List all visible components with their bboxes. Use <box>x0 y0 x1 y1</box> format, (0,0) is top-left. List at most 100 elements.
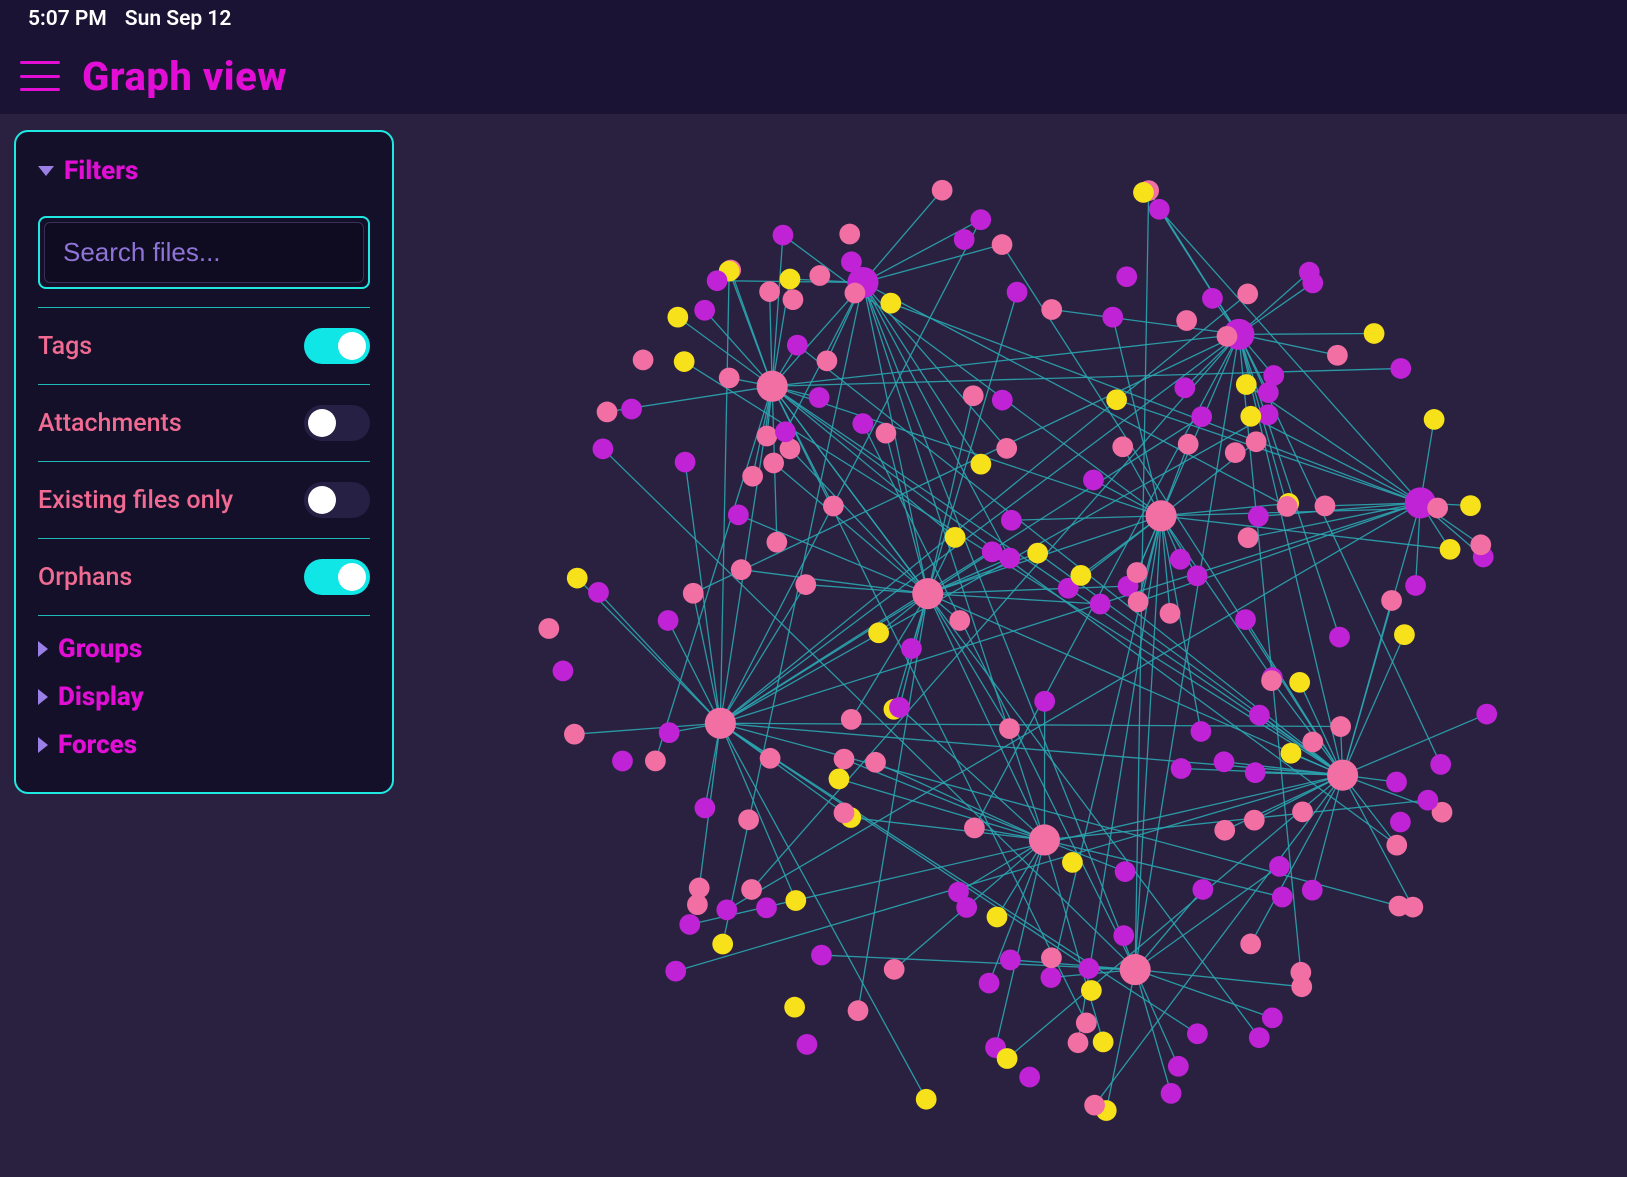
graph-node[interactable] <box>1187 565 1208 586</box>
menu-icon[interactable] <box>20 61 60 91</box>
graph-node[interactable] <box>1390 358 1411 379</box>
graph-node[interactable] <box>780 269 801 290</box>
graph-node[interactable] <box>1244 810 1265 831</box>
graph-node[interactable] <box>992 390 1013 411</box>
graph-node[interactable] <box>564 724 585 745</box>
graph-hub-node[interactable] <box>912 578 943 609</box>
graph-node[interactable] <box>658 610 679 631</box>
graph-node[interactable] <box>695 798 716 819</box>
graph-node[interactable] <box>1041 947 1062 968</box>
graph-node[interactable] <box>665 961 686 982</box>
graph-node[interactable] <box>1248 506 1269 527</box>
graph-node[interactable] <box>876 423 897 444</box>
graph-node[interactable] <box>834 802 855 823</box>
graph-node[interactable] <box>848 1000 869 1021</box>
graph-node[interactable] <box>760 748 781 769</box>
graph-node[interactable] <box>884 959 905 980</box>
graph-node[interactable] <box>1171 758 1192 779</box>
graph-node[interactable] <box>1424 409 1445 430</box>
graph-node[interactable] <box>999 718 1020 739</box>
graph-node[interactable] <box>538 618 559 639</box>
graph-node[interactable] <box>1240 934 1261 955</box>
graph-node[interactable] <box>823 496 844 517</box>
graph-node[interactable] <box>1292 801 1313 822</box>
graph-node[interactable] <box>1390 812 1411 833</box>
graph-svg[interactable] <box>410 114 1627 1177</box>
graph-node[interactable] <box>901 638 922 659</box>
graph-node[interactable] <box>1041 299 1062 320</box>
graph-node[interactable] <box>996 438 1017 459</box>
toggle-attachments[interactable] <box>304 405 370 441</box>
graph-node[interactable] <box>1330 716 1351 737</box>
graph-node[interactable] <box>1106 389 1127 410</box>
graph-node[interactable] <box>1235 609 1256 630</box>
graph-node[interactable] <box>1019 1067 1040 1088</box>
graph-node[interactable] <box>1476 704 1497 725</box>
graph-node[interactable] <box>811 945 832 966</box>
graph-node[interactable] <box>1386 835 1407 856</box>
graph-node[interactable] <box>694 300 715 321</box>
graph-node[interactable] <box>1470 534 1491 555</box>
graph-node[interactable] <box>1389 896 1410 917</box>
graph-node[interactable] <box>987 907 1008 928</box>
graph-node[interactable] <box>785 890 806 911</box>
graph-node[interactable] <box>1192 879 1213 900</box>
graph-node[interactable] <box>763 453 784 474</box>
graph-node[interactable] <box>1178 434 1199 455</box>
graph-node[interactable] <box>787 335 808 356</box>
graph-node[interactable] <box>1176 310 1197 331</box>
graph-node[interactable] <box>1302 273 1323 294</box>
graph-node[interactable] <box>683 583 704 604</box>
graph-node[interactable] <box>659 722 680 743</box>
graph-node[interactable] <box>809 265 830 286</box>
graph-node[interactable] <box>1079 958 1100 979</box>
graph-node[interactable] <box>728 504 749 525</box>
graph-hub-node[interactable] <box>757 371 788 402</box>
graph-node[interactable] <box>1041 967 1062 988</box>
toggle-existing[interactable] <box>304 482 370 518</box>
graph-node[interactable] <box>945 527 966 548</box>
graph-hub-node[interactable] <box>1146 500 1177 531</box>
graph-hub-node[interactable] <box>1120 954 1151 985</box>
graph-node[interactable] <box>1460 495 1481 516</box>
graph-node[interactable] <box>841 709 862 730</box>
graph-node[interactable] <box>1302 880 1323 901</box>
section-toggle-filters[interactable]: Filters <box>38 156 370 186</box>
graph-node[interactable] <box>757 426 778 447</box>
graph-node[interactable] <box>687 894 708 915</box>
graph-node[interactable] <box>1191 406 1212 427</box>
graph-node[interactable] <box>1329 627 1350 648</box>
graph-node[interactable] <box>1245 762 1266 783</box>
graph-node[interactable] <box>1440 539 1461 560</box>
section-toggle-display[interactable]: Display <box>38 682 370 712</box>
graph-node[interactable] <box>1246 431 1267 452</box>
section-toggle-groups[interactable]: Groups <box>38 634 370 664</box>
graph-node[interactable] <box>1364 323 1385 344</box>
graph-node[interactable] <box>1113 925 1134 946</box>
graph-node[interactable] <box>612 751 633 772</box>
graph-node[interactable] <box>1430 754 1451 775</box>
graph-node[interactable] <box>741 879 762 900</box>
graph-node[interactable] <box>865 752 886 773</box>
graph-node[interactable] <box>1115 861 1136 882</box>
graph-node[interactable] <box>868 622 889 643</box>
graph-node[interactable] <box>949 610 970 631</box>
graph-node[interactable] <box>1225 442 1246 463</box>
graph-hub-node[interactable] <box>1327 760 1358 791</box>
graph-node[interactable] <box>834 749 855 770</box>
graph-node[interactable] <box>766 532 787 553</box>
graph-node[interactable] <box>817 350 838 371</box>
graph-node[interactable] <box>1000 949 1021 970</box>
toggle-tags[interactable] <box>304 328 370 364</box>
graph-node[interactable] <box>1236 374 1257 395</box>
graph-node[interactable] <box>1381 590 1402 611</box>
graph-node[interactable] <box>1168 1056 1189 1077</box>
graph-node[interactable] <box>979 973 1000 994</box>
graph-canvas[interactable] <box>410 114 1627 1177</box>
graph-node[interactable] <box>679 914 700 935</box>
graph-node[interactable] <box>795 574 816 595</box>
graph-node[interactable] <box>1127 562 1148 583</box>
graph-node[interactable] <box>1258 382 1279 403</box>
graph-node[interactable] <box>829 769 850 790</box>
graph-node[interactable] <box>1240 406 1261 427</box>
